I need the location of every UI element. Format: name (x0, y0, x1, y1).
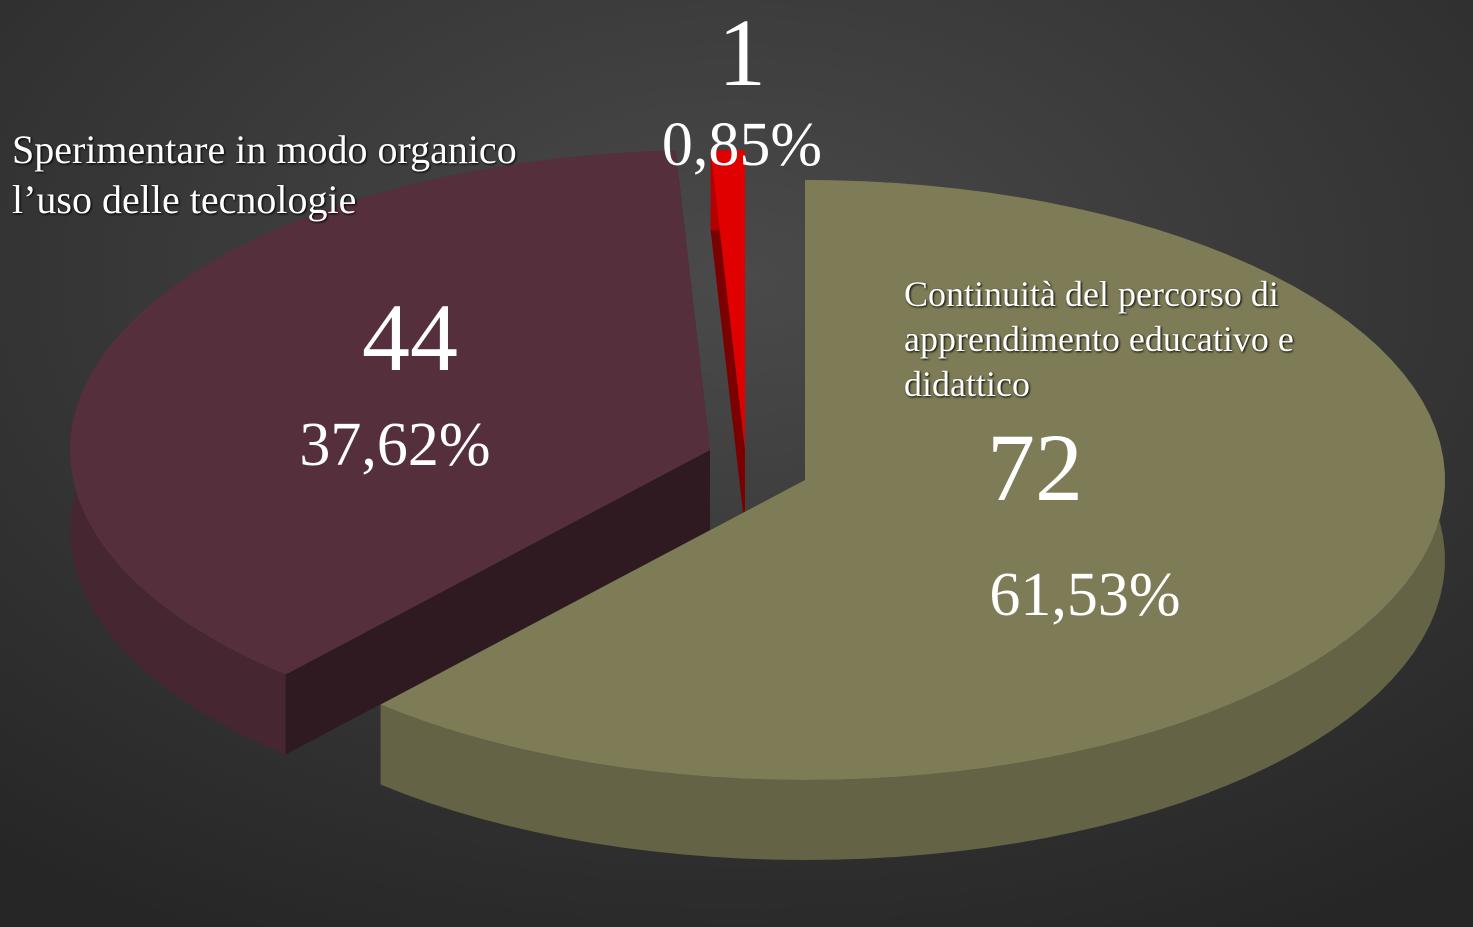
percent-label: 37,62% (299, 411, 490, 479)
slice-edge (710, 150, 745, 530)
value-label: 44 (362, 284, 458, 391)
value-label: 72 (987, 414, 1083, 521)
percent-label: 0,85% (662, 111, 822, 179)
value-label: 1 (718, 0, 766, 106)
percent-label: 61,53% (989, 561, 1180, 629)
category-label: Sperimentare in modo organico l’uso dell… (12, 127, 517, 222)
slice-side (380, 180, 1445, 860)
category-label: Continuità del percorso di apprendimento… (904, 274, 1294, 404)
slice-edge (285, 450, 710, 755)
slice (380, 180, 1445, 780)
slice (70, 150, 710, 675)
slice (710, 150, 745, 450)
